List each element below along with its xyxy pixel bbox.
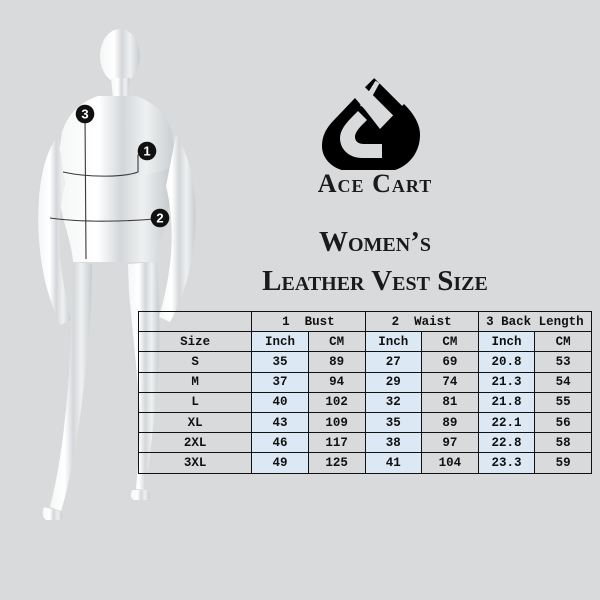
svg-text:1: 1 — [143, 144, 150, 159]
svg-text:3: 3 — [81, 107, 88, 122]
